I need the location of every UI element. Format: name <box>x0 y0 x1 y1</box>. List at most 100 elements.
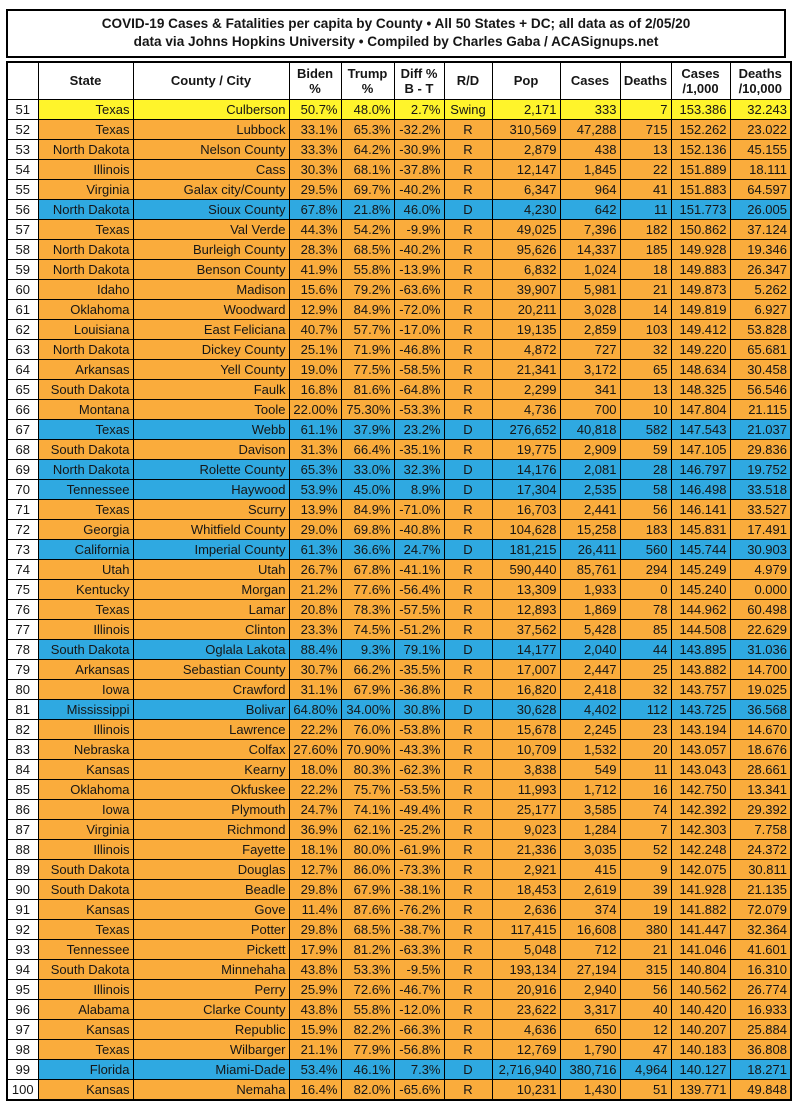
cell-rd: R <box>443 258 493 280</box>
cell-state: Mississippi <box>37 698 134 720</box>
cell-pop: 310,569 <box>491 118 561 140</box>
cell-deaths: 582 <box>619 418 672 440</box>
cell-cases: 16,608 <box>559 918 621 940</box>
cell-diff: -61.9% <box>393 838 445 860</box>
cell-rank: 84 <box>6 758 39 780</box>
cell-county: Crawford <box>132 678 290 700</box>
chart-title: COVID-19 Cases & Fatalities per capita b… <box>101 16 691 31</box>
cell-rd: R <box>443 238 493 260</box>
cell-deaths: 18 <box>619 258 672 280</box>
cell-state: Kansas <box>37 758 134 780</box>
cell-cases_per_1000: 147.543 <box>670 418 731 440</box>
cell-deaths: 11 <box>619 198 672 220</box>
cell-rd: R <box>443 818 493 840</box>
cell-cases_per_1000: 147.804 <box>670 398 731 420</box>
cell-cases: 1,790 <box>559 1038 621 1060</box>
cell-rd: R <box>443 718 493 740</box>
cell-rank: 99 <box>6 1058 39 1080</box>
cell-cases_per_1000: 152.262 <box>670 118 731 140</box>
cell-state: Illinois <box>37 618 134 640</box>
cell-rd: R <box>443 578 493 600</box>
cell-cases: 380,716 <box>559 1058 621 1080</box>
cell-trump: 77.9% <box>340 1038 395 1060</box>
cell-rd: R <box>443 358 493 380</box>
cell-diff: 7.3% <box>393 1058 445 1080</box>
cell-deaths: 13 <box>619 138 672 160</box>
cell-biden: 41.9% <box>288 258 342 280</box>
cell-pop: 19,135 <box>491 318 561 340</box>
cell-trump: 74.5% <box>340 618 395 640</box>
cell-deaths: 380 <box>619 918 672 940</box>
cell-trump: 66.2% <box>340 658 395 680</box>
cell-rank: 95 <box>6 978 39 1000</box>
cell-cases_per_1000: 151.883 <box>670 178 731 200</box>
cell-trump: 48.0% <box>340 98 395 120</box>
cell-cases: 1,845 <box>559 158 621 180</box>
cell-cases: 47,288 <box>559 118 621 140</box>
cell-county: Beadle <box>132 878 290 900</box>
table-row: 86 Iowa Plymouth 24.7% 74.1% -49.4% R 25,177 3,5… <box>6 798 792 820</box>
cell-cases_per_1000: 143.895 <box>670 638 731 660</box>
cell-rd: R <box>443 498 493 520</box>
cell-pop: 15,678 <box>491 718 561 740</box>
cell-rank: 63 <box>6 338 39 360</box>
cell-biden: 43.8% <box>288 958 342 980</box>
cell-rank: 76 <box>6 598 39 620</box>
cell-deaths_per_10000: 7.758 <box>729 818 792 840</box>
cell-deaths_per_10000: 36.808 <box>729 1038 792 1060</box>
cell-pop: 16,820 <box>491 678 561 700</box>
table-row: 64 Arkansas Yell County 19.0% 77.5% -58.5% R 21… <box>6 358 792 380</box>
cell-cases_per_1000: 146.797 <box>670 458 731 480</box>
cell-cases: 40,818 <box>559 418 621 440</box>
cell-deaths: 47 <box>619 1038 672 1060</box>
cell-deaths: 56 <box>619 978 672 1000</box>
cell-trump: 9.3% <box>340 638 395 660</box>
col-header-cases: Cases <box>559 61 621 100</box>
cell-county: Davison <box>132 438 290 460</box>
cell-biden: 29.5% <box>288 178 342 200</box>
cell-deaths: 103 <box>619 318 672 340</box>
cell-state: Texas <box>37 218 134 240</box>
cell-trump: 72.6% <box>340 978 395 1000</box>
table-header: State County / City Biden% Trump% Diff % B - … <box>6 61 792 100</box>
cell-diff: -63.6% <box>393 278 445 300</box>
cell-cases: 3,317 <box>559 998 621 1020</box>
cell-deaths_per_10000: 33.527 <box>729 498 792 520</box>
cell-deaths: 85 <box>619 618 672 640</box>
table-row: 51 Texas Culberson 50.7% 48.0% 2.7% Swing 2,171… <box>6 98 792 120</box>
cell-cases: 15,258 <box>559 518 621 540</box>
cell-state: North Dakota <box>37 198 134 220</box>
cell-pop: 2,716,940 <box>491 1058 561 1080</box>
cell-deaths: 65 <box>619 358 672 380</box>
cell-cases: 2,909 <box>559 438 621 460</box>
cell-trump: 68.1% <box>340 158 395 180</box>
cell-biden: 40.7% <box>288 318 342 340</box>
cell-pop: 12,769 <box>491 1038 561 1060</box>
cell-deaths: 294 <box>619 558 672 580</box>
cell-diff: -37.8% <box>393 158 445 180</box>
cell-biden: 53.4% <box>288 1058 342 1080</box>
cell-deaths: 21 <box>619 278 672 300</box>
cell-county: Webb <box>132 418 290 440</box>
cell-deaths_per_10000: 33.518 <box>729 478 792 500</box>
cell-cases: 415 <box>559 858 621 880</box>
cell-county: Cass <box>132 158 290 180</box>
cell-county: Lawrence <box>132 718 290 740</box>
cell-rd: R <box>443 978 493 1000</box>
cell-deaths: 10 <box>619 398 672 420</box>
cell-cases_per_1000: 140.183 <box>670 1038 731 1060</box>
cell-cases: 5,428 <box>559 618 621 640</box>
cell-cases_per_1000: 149.883 <box>670 258 731 280</box>
cell-state: South Dakota <box>37 958 134 980</box>
cell-biden: 17.9% <box>288 938 342 960</box>
cell-rd: R <box>443 938 493 960</box>
cell-county: Okfuskee <box>132 778 290 800</box>
table-row: 59 North Dakota Benson County 41.9% 55.8% -13… <box>6 258 792 280</box>
cell-trump: 75.30% <box>340 398 395 420</box>
cell-cases: 2,418 <box>559 678 621 700</box>
cell-cases: 549 <box>559 758 621 780</box>
cell-cases_per_1000: 142.392 <box>670 798 731 820</box>
cell-rd: R <box>443 438 493 460</box>
cell-county: Woodward <box>132 298 290 320</box>
cell-cases_per_1000: 151.773 <box>670 198 731 220</box>
